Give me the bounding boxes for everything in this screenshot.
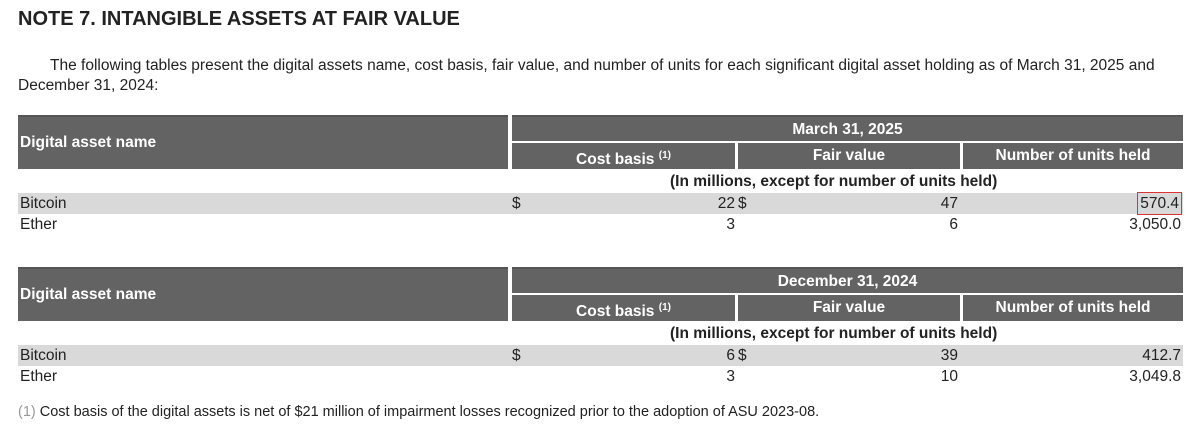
table-row: Ether 3 6 3,050.0	[18, 214, 1183, 235]
asset-name: Bitcoin	[20, 195, 67, 212]
units-subheader: (In millions, except for number of units…	[670, 173, 998, 190]
units-value: 3,050.0	[1129, 216, 1181, 233]
units-value: 412.7	[1142, 347, 1181, 364]
currency: $	[738, 347, 747, 364]
currency: $	[512, 195, 521, 212]
header-units: Number of units held	[963, 295, 1183, 321]
table-row: Bitcoin $ 22 $ 47 570.4	[18, 192, 1183, 215]
cost-value: 22	[717, 195, 735, 212]
holdings-table-march-2025: Digital asset name March 31, 2025 Cost b…	[18, 115, 1183, 235]
fair-value: 39	[940, 347, 958, 364]
header-date: December 31, 2024	[512, 267, 1183, 293]
intro-paragraph: The following tables present the digital…	[18, 57, 1155, 94]
header-asset-name: Digital asset name	[18, 115, 508, 169]
units-value-highlighted: 570.4	[1137, 192, 1182, 215]
header-date: March 31, 2025	[512, 115, 1183, 141]
footnote-text: Cost basis of the digital assets is net …	[39, 404, 820, 420]
cost-label: Cost basis	[576, 151, 655, 169]
footnote: (1) Cost basis of the digital assets is …	[18, 404, 819, 420]
header-cost-basis: Cost basis (1)	[512, 143, 735, 169]
cost-value: 6	[726, 347, 735, 364]
asset-name: Bitcoin	[20, 347, 67, 364]
units-value: 3,049.8	[1129, 368, 1181, 385]
fair-value: 47	[940, 195, 958, 212]
asset-name: Ether	[20, 368, 58, 385]
footnote-marker: (1)	[18, 404, 36, 420]
currency: $	[512, 347, 521, 364]
header-units: Number of units held	[963, 143, 1183, 169]
footnote-ref: (1)	[658, 150, 671, 161]
table-row: Bitcoin $ 6 $ 39 412.7	[18, 345, 1183, 366]
footnote-ref: (1)	[658, 302, 671, 313]
cost-label: Cost basis	[576, 303, 655, 321]
header-cost-basis: Cost basis (1)	[512, 295, 735, 321]
fair-value: 10	[940, 368, 958, 385]
units-subheader: (In millions, except for number of units…	[670, 325, 998, 342]
note-title: NOTE 7. INTANGIBLE ASSETS AT FAIR VALUE	[18, 8, 460, 30]
table-row: Ether 3 10 3,049.8	[18, 366, 1183, 387]
cost-value: 3	[726, 368, 735, 385]
header-fair-value: Fair value	[738, 143, 960, 169]
currency: $	[738, 195, 747, 212]
fair-value: 6	[949, 216, 958, 233]
holdings-table-december-2024: Digital asset name December 31, 2024 Cos…	[18, 267, 1183, 387]
asset-name: Ether	[20, 216, 58, 233]
header-fair-value: Fair value	[738, 295, 960, 321]
cost-value: 3	[726, 216, 735, 233]
header-asset-name: Digital asset name	[18, 267, 508, 321]
